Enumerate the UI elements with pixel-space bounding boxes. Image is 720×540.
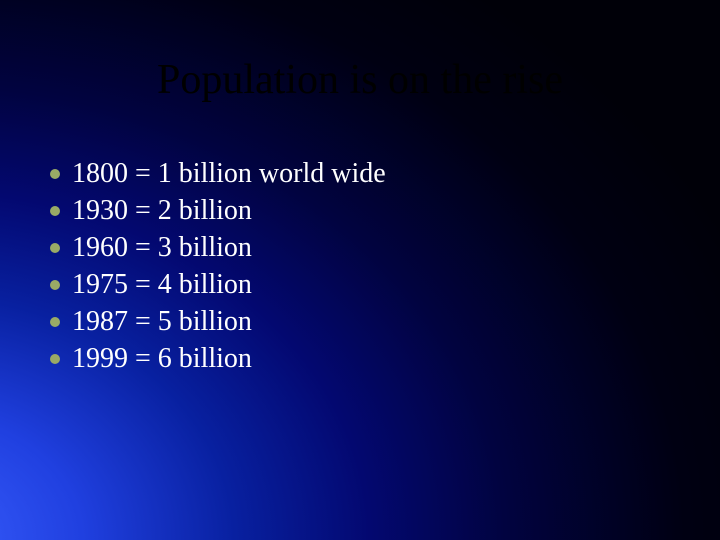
list-item: 1930 = 2 billion [50,193,386,228]
list-item: 1987 = 5 billion [50,304,386,339]
slide-title: Population is on the rise [0,56,720,104]
bullet-list: 1800 = 1 billion world wide 1930 = 2 bil… [50,156,386,378]
bullet-icon [50,317,60,327]
bullet-icon [50,206,60,216]
bullet-text: 1975 = 4 billion [72,267,252,302]
bullet-text: 1999 = 6 billion [72,341,252,376]
bullet-icon [50,354,60,364]
list-item: 1960 = 3 billion [50,230,386,265]
bullet-icon [50,243,60,253]
slide: Population is on the rise 1800 = 1 billi… [0,0,720,540]
list-item: 1975 = 4 billion [50,267,386,302]
list-item: 1800 = 1 billion world wide [50,156,386,191]
bullet-text: 1800 = 1 billion world wide [72,156,386,191]
bullet-text: 1987 = 5 billion [72,304,252,339]
list-item: 1999 = 6 billion [50,341,386,376]
bullet-text: 1930 = 2 billion [72,193,252,228]
bullet-text: 1960 = 3 billion [72,230,252,265]
bullet-icon [50,169,60,179]
bullet-icon [50,280,60,290]
